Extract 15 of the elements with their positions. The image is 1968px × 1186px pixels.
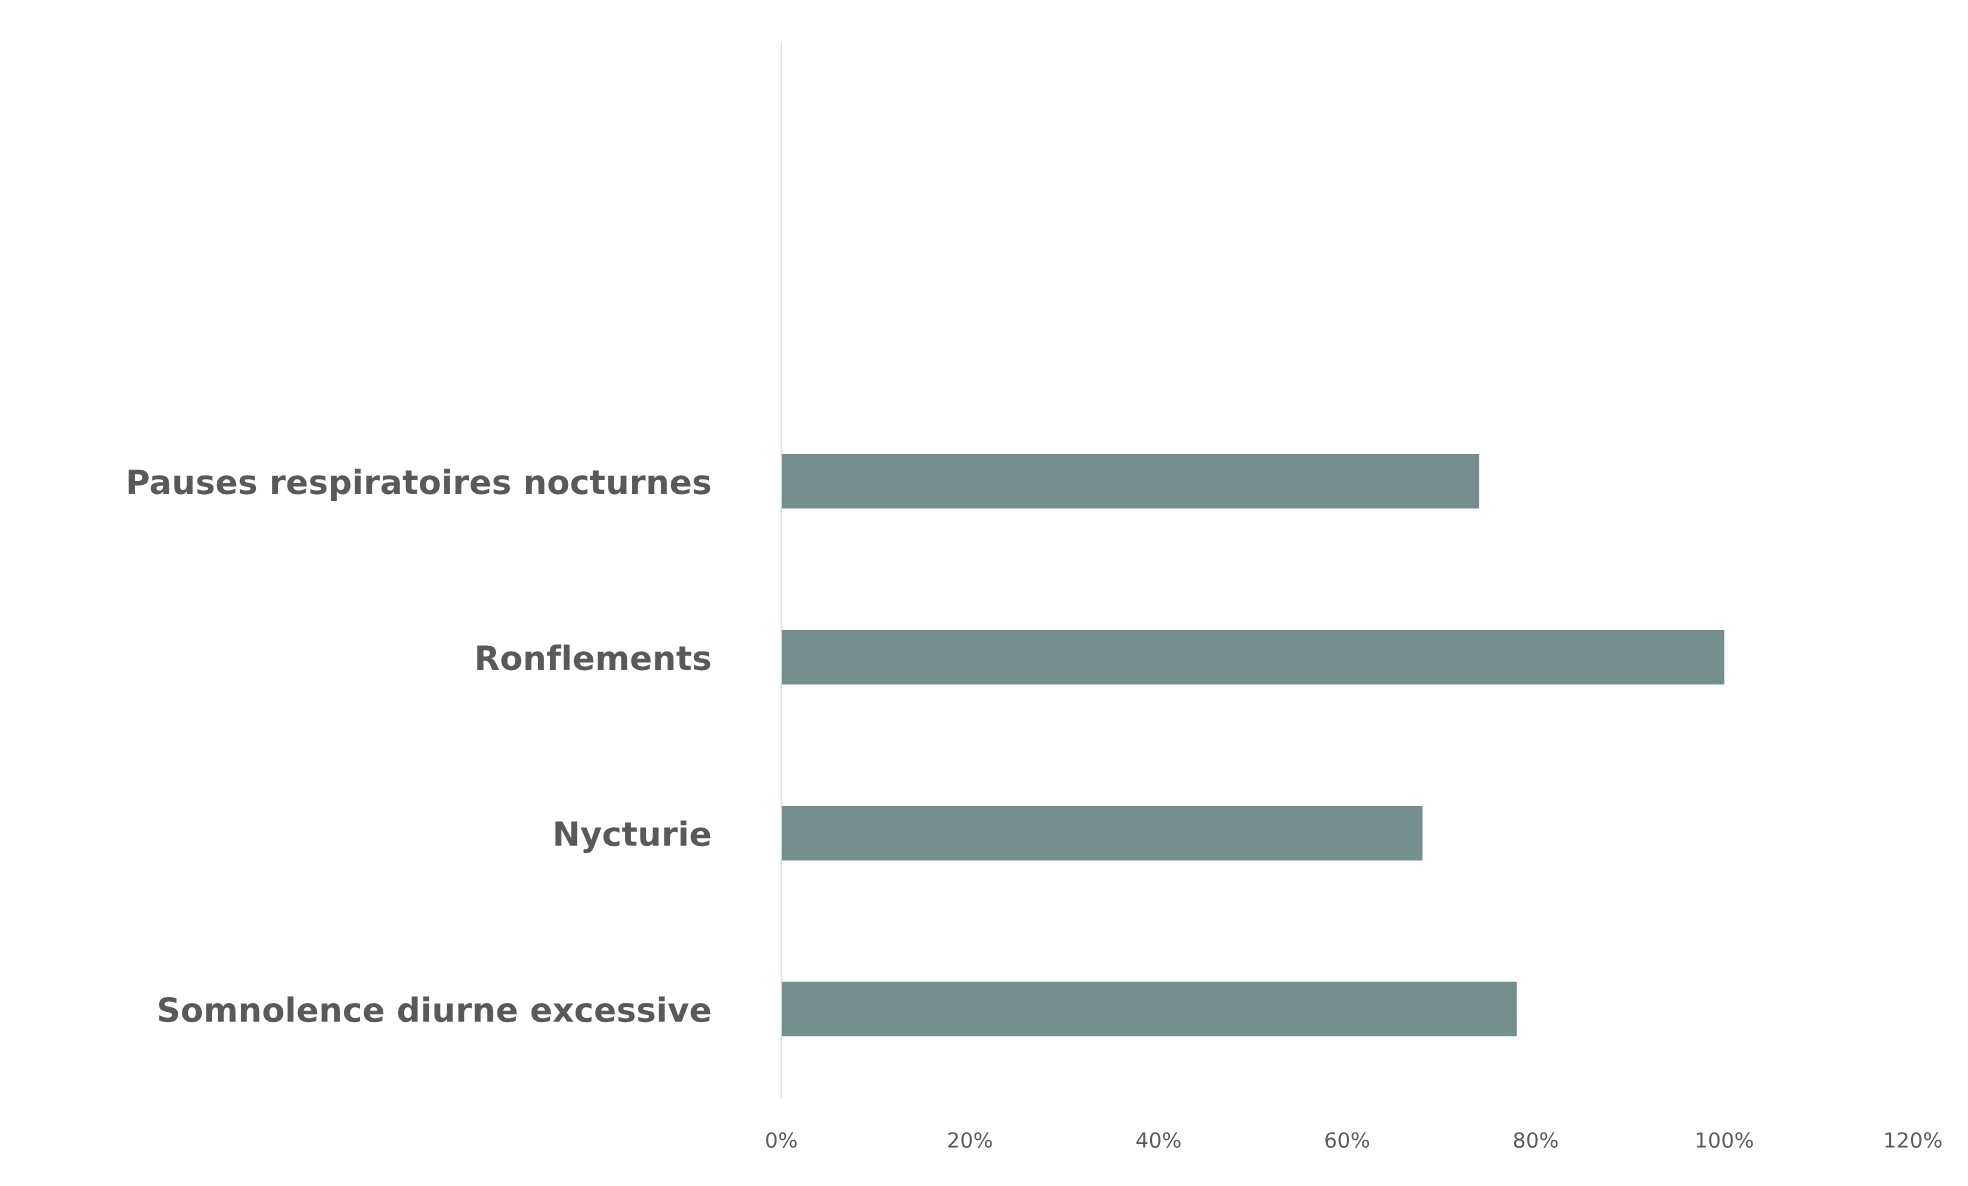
- y-tick-label: Ronflements: [477, 644, 711, 671]
- bar: [781, 981, 1517, 1037]
- bar: [781, 805, 1423, 861]
- x-tick-label: 120%: [1885, 1132, 1942, 1148]
- x-tick-label: 80%: [1513, 1132, 1558, 1148]
- y-tick-label: Pauses respiratoires nocturnes: [128, 468, 711, 501]
- y-tick-label: Somnolence diurne excessive: [158, 996, 711, 1023]
- y-tick-label: Nycturie: [555, 820, 711, 854]
- x-tick-label: 40%: [1136, 1132, 1181, 1148]
- x-tick-label: 60%: [1325, 1132, 1370, 1148]
- x-tick-label: 100%: [1696, 1132, 1753, 1148]
- x-tick-label: 20%: [948, 1132, 992, 1148]
- bar: [781, 454, 1480, 509]
- x-tick-label: 0%: [766, 1132, 797, 1148]
- bar: [781, 629, 1725, 685]
